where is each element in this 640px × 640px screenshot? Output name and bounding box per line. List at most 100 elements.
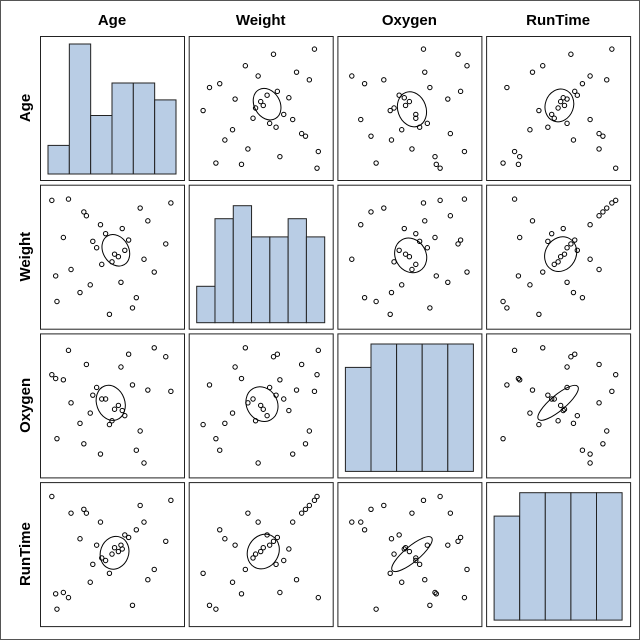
data-point [609, 388, 615, 395]
data-point [515, 273, 522, 279]
scatter-oxygen-vs-age [40, 333, 185, 479]
data-point [551, 261, 557, 268]
data-point [141, 460, 147, 466]
data-point [574, 247, 580, 254]
data-point [137, 502, 143, 509]
data-point [596, 400, 602, 406]
data-point [298, 510, 305, 516]
data-point [457, 534, 464, 541]
data-point [387, 107, 393, 114]
scatter-age-vs-oxygen [337, 36, 483, 181]
data-point [111, 406, 118, 412]
data-point [361, 294, 368, 301]
data-point [217, 80, 223, 87]
data-point [83, 361, 90, 368]
histogram-bar [344, 366, 372, 472]
data-point [90, 561, 96, 568]
data-point [52, 591, 59, 597]
scatter-runtime-vs-age [40, 482, 185, 628]
data-point [77, 289, 83, 296]
row-header-runtime: RunTime [17, 522, 34, 586]
data-point [388, 536, 395, 542]
data-point [238, 161, 245, 168]
data-point [549, 111, 555, 118]
data-point [250, 115, 256, 121]
data-point [564, 245, 570, 251]
scatter-age-vs-runtime [486, 36, 632, 181]
data-point [349, 73, 355, 79]
data-point [302, 506, 309, 512]
column-header-runtime: RunTime [526, 12, 590, 29]
data-point [232, 364, 238, 370]
data-point [54, 435, 60, 442]
data-point [266, 542, 273, 548]
histogram-bar [232, 205, 253, 324]
data-point [260, 545, 266, 551]
data-point [206, 84, 213, 91]
data-point [314, 371, 320, 378]
data-point [273, 124, 279, 130]
data-point [536, 421, 542, 428]
data-point [368, 133, 374, 139]
data-point [529, 218, 536, 224]
data-point [315, 594, 321, 601]
data-point [60, 589, 67, 596]
data-point [200, 570, 206, 576]
histogram-bar [68, 43, 92, 175]
data-point [102, 557, 109, 564]
data-point [281, 396, 287, 402]
data-point [255, 519, 261, 525]
data-point [500, 160, 506, 166]
confidence-ellipse [246, 533, 280, 570]
data-point [433, 591, 439, 597]
data-point [604, 77, 610, 83]
data-point [600, 209, 606, 215]
data-point [464, 63, 470, 69]
confidence-ellipse [101, 234, 131, 267]
histogram-bar [154, 99, 177, 175]
data-point [245, 146, 251, 152]
histogram-bar [596, 492, 623, 621]
data-point [102, 396, 109, 402]
data-point [596, 130, 602, 137]
data-point [579, 80, 586, 87]
data-point [83, 213, 90, 219]
data-point [311, 46, 318, 52]
data-point [587, 256, 593, 262]
data-point [255, 460, 261, 466]
variable-headers: Age Weight Oxygen RunTime Age Weight Oxygen Run… [17, 12, 590, 586]
data-point [286, 95, 292, 101]
histogram-weight [188, 184, 334, 330]
column-header-age: Age [98, 12, 126, 29]
data-point [399, 579, 405, 585]
data-point [596, 266, 602, 273]
data-point [118, 279, 124, 285]
data-point [381, 205, 387, 211]
data-point [213, 160, 219, 166]
data-point [368, 209, 374, 215]
data-point [402, 251, 409, 257]
data-point [99, 261, 105, 268]
data-point [388, 137, 395, 143]
data-point [255, 73, 261, 79]
data-point [406, 548, 413, 555]
histogram-bar [90, 115, 113, 175]
scatter-weight-vs-runtime [486, 184, 632, 330]
data-point [141, 256, 147, 262]
data-point [222, 137, 228, 143]
data-point [238, 375, 245, 382]
data-point [557, 98, 564, 105]
data-point [561, 102, 568, 109]
data-point [129, 382, 136, 388]
data-point [245, 510, 251, 516]
data-point [600, 441, 606, 447]
data-point [213, 435, 219, 442]
cell-frame [40, 333, 185, 479]
data-point [349, 519, 355, 525]
data-point [250, 555, 256, 561]
histogram-bar [493, 515, 521, 621]
data-point [396, 247, 402, 254]
data-point [258, 98, 264, 105]
data-point [587, 116, 593, 123]
histogram-bar [396, 343, 423, 472]
